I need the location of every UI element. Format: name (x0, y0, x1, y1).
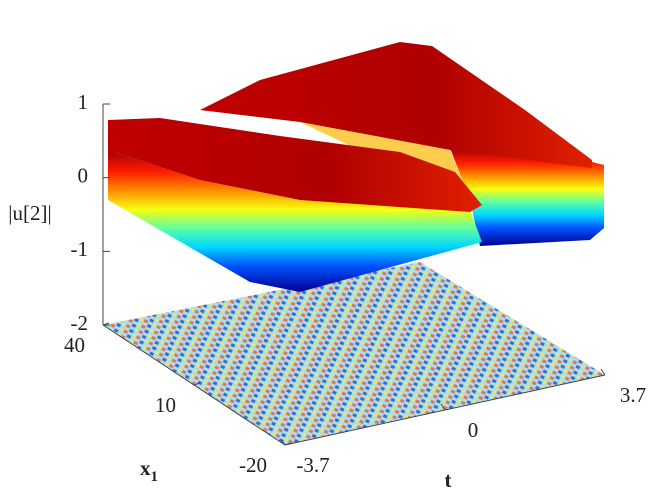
x-tick-label: 10 (155, 393, 176, 417)
floor-projection (103, 262, 605, 445)
x-tick-label: -20 (239, 453, 267, 477)
surface-side (108, 150, 482, 292)
surface (103, 42, 605, 445)
surface-side (450, 148, 604, 246)
y-tick (280, 438, 286, 446)
z-tick-label: -2 (71, 311, 89, 335)
z-tick-label: -1 (71, 237, 89, 261)
y-tick (600, 368, 606, 376)
y-tick-label: 3.7 (620, 383, 646, 407)
x-axis-label: x1 (140, 456, 158, 486)
x-axis-label-sub: 1 (151, 469, 159, 485)
y-tick-label: 0 (468, 418, 479, 442)
y-axis-label: t (445, 468, 452, 492)
x-tick-label: 40 (64, 333, 85, 357)
surface-top (200, 42, 592, 168)
y-tick (440, 403, 446, 411)
z-tick-label: 1 (78, 90, 89, 114)
surface-top (108, 118, 482, 212)
x-tick (193, 382, 201, 386)
x-tick (284, 442, 292, 446)
z-tick-label: 0 (78, 163, 89, 187)
x-tick (102, 322, 110, 326)
y-tick-label: -3.7 (296, 453, 329, 477)
x-axis-label-base: x (140, 456, 151, 480)
z-axis-label: |u[2]| (8, 201, 51, 225)
